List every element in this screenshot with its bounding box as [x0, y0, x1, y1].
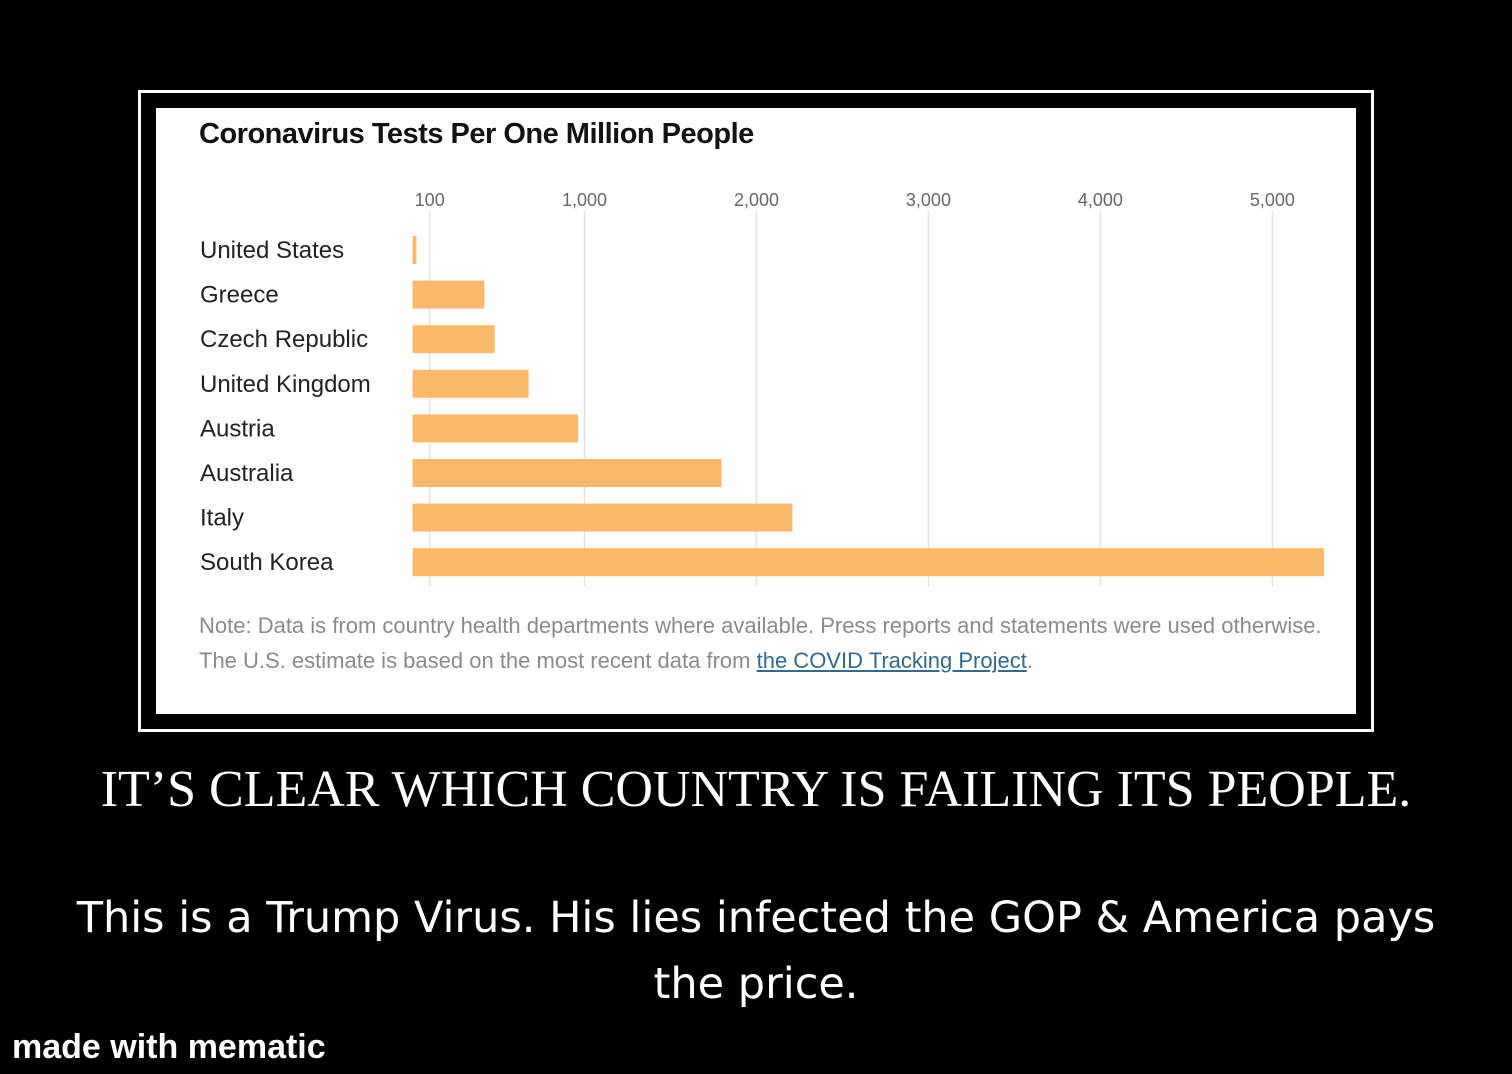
bar: [412, 236, 417, 264]
x-tick-label: 2,000: [734, 190, 779, 210]
bar: [412, 548, 1324, 577]
bar: [412, 503, 793, 532]
x-tick-label: 3,000: [906, 190, 951, 210]
x-tick-label: 4,000: [1078, 190, 1123, 210]
bar: [412, 459, 722, 487]
bar: [412, 325, 495, 354]
chart-panel: Coronavirus Tests Per One Million People…: [156, 108, 1356, 714]
bar-chart: 100 1,000 2,000 3,000 4,000 5,000 United State…: [200, 190, 1324, 586]
x-tick-label: 5,000: [1250, 190, 1295, 210]
note-trailing: .: [1026, 648, 1033, 673]
category-label: United States: [200, 237, 344, 264]
category-label: South Korea: [200, 549, 334, 576]
bar: [412, 414, 578, 443]
category-label: Italy: [200, 505, 244, 532]
chart-title: Coronavirus Tests Per One Million People: [199, 118, 754, 150]
covid-tracking-project-link[interactable]: the COVID Tracking Project: [756, 648, 1027, 673]
mematic-watermark: made with mematic: [12, 1028, 326, 1066]
caption-subtext: This is a Trump Virus. His lies infected…: [76, 893, 1436, 1009]
x-tick-label: 1,000: [562, 190, 607, 210]
x-tick-label: 100: [415, 190, 445, 210]
bar: [412, 369, 529, 398]
caption-headline: IT’S CLEAR WHICH COUNTRY IS FAILING ITS …: [100, 761, 1412, 818]
category-label: Greece: [200, 282, 279, 309]
bar: [412, 280, 485, 309]
note-text: Note: Data is from country health depart…: [199, 613, 1322, 673]
category-label: Austria: [200, 415, 275, 442]
chart-note: Note: Data is from country health depart…: [199, 608, 1329, 678]
category-label: Australia: [200, 460, 294, 487]
category-label: United Kingdom: [200, 371, 371, 398]
category-label: Czech Republic: [200, 326, 368, 353]
